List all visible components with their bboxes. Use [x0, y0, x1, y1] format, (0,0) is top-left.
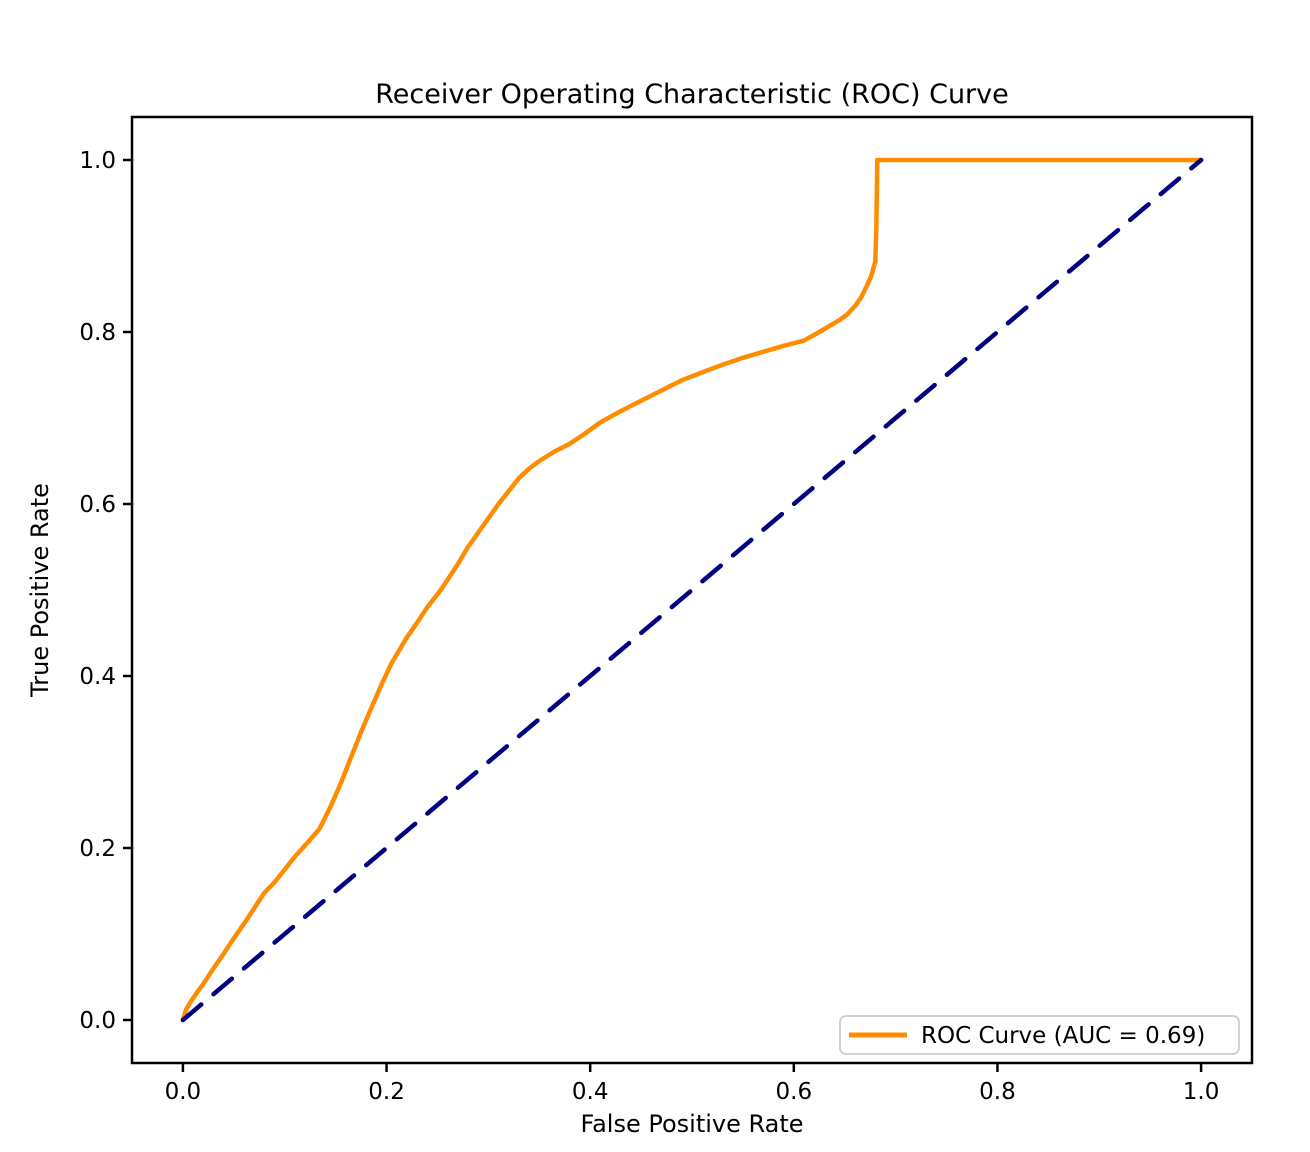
- y-tick-label: 0.6: [79, 492, 116, 518]
- x-tick-label: 1.0: [1183, 1079, 1220, 1105]
- x-tick-label: 0.4: [572, 1079, 609, 1105]
- legend: ROC Curve (AUC = 0.69): [839, 1015, 1240, 1055]
- x-tick-label: 0.2: [368, 1079, 405, 1105]
- x-tick-label: 0.6: [776, 1079, 813, 1105]
- y-tick-label: 0.2: [79, 836, 116, 862]
- x-axis-label: False Positive Rate: [580, 1110, 803, 1138]
- x-tick-label: 0.8: [979, 1079, 1016, 1105]
- chart-title: Receiver Operating Characteristic (ROC) …: [375, 79, 1009, 110]
- legend-roc-label: ROC Curve (AUC = 0.69): [921, 1023, 1205, 1049]
- roc-curve-line: [180, 157, 1204, 1023]
- axes-frame: [130, 115, 1254, 1065]
- y-axis-label: True Positive Rate: [26, 483, 54, 698]
- y-tick-label: 0.0: [79, 1008, 116, 1034]
- y-tick-label: 0.4: [79, 664, 116, 690]
- y-tick-label: 0.8: [79, 320, 116, 346]
- legend-box: [839, 1015, 1240, 1055]
- data-series: [180, 157, 1204, 1023]
- y-tick-label: 1.0: [79, 148, 116, 174]
- axis-ticks: 0.0 0.2 0.4 0.6 0.8 1.0 0.0 0.2 0.4 0.6 0.8 1.0: [79, 148, 1219, 1105]
- chance-diagonal-line: [180, 157, 1204, 1023]
- x-tick-label: 0.0: [165, 1079, 202, 1105]
